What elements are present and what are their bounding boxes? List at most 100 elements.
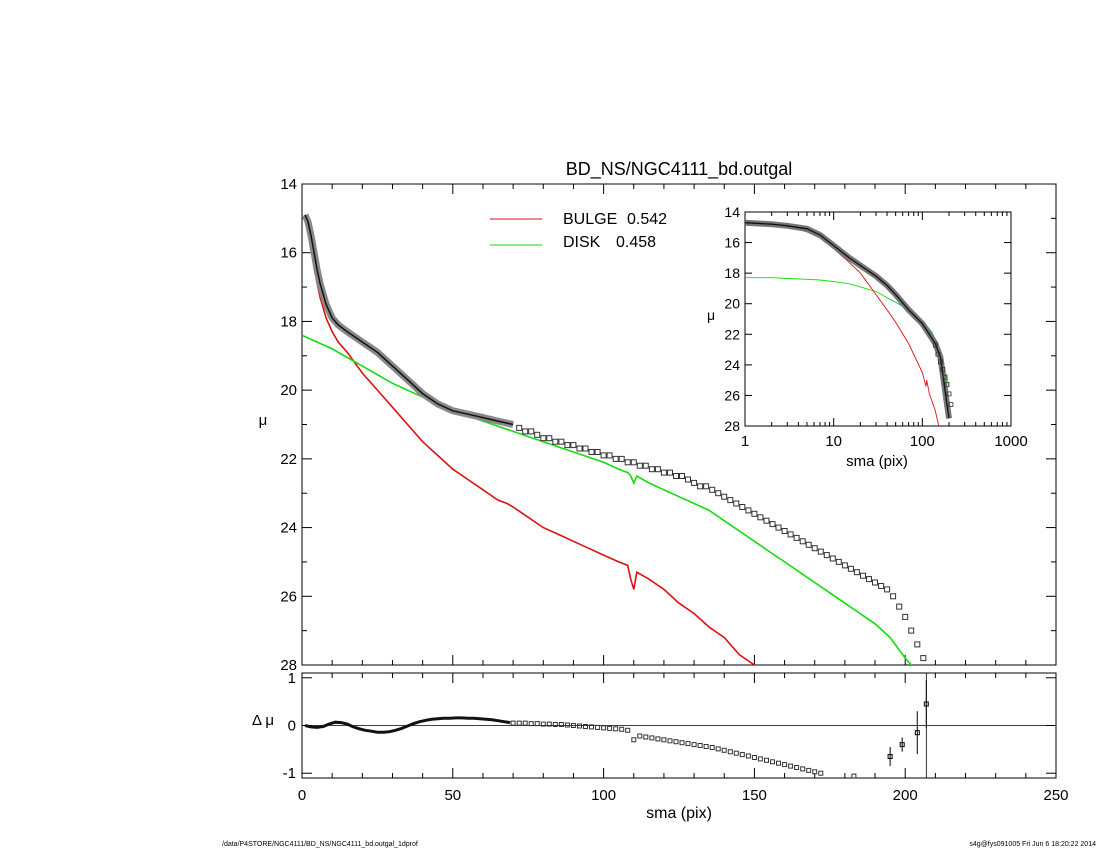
main-data-point: [570, 442, 577, 449]
inset-data-point: [935, 351, 941, 357]
residual-point: [552, 722, 558, 727]
main-data-point: [697, 483, 704, 490]
x-tick-label: 250: [1043, 787, 1068, 804]
residual-point: [516, 720, 522, 726]
main-data-point: [540, 435, 547, 442]
main-data-point: [727, 497, 734, 504]
residual-point: [776, 760, 781, 766]
main-data-point: [775, 524, 782, 531]
residual-point: [764, 757, 769, 763]
main-data-point: [648, 466, 655, 473]
main-data-point: [546, 435, 553, 442]
main-data-point: [558, 438, 565, 445]
residual-point: [613, 726, 619, 732]
residual-point: [800, 766, 806, 772]
residual-point: [510, 720, 516, 726]
legend-bulge-label: BULGE: [563, 211, 617, 228]
main-data-point: [757, 514, 764, 521]
main-y-tick-label: 22: [280, 451, 297, 468]
inset-x-tick-label: 100: [910, 433, 935, 450]
main-data-point: [878, 583, 885, 589]
main-data-point: [884, 586, 891, 593]
inset-x-tick-label: 1: [741, 433, 749, 450]
main-total-band: [302, 213, 514, 428]
main-data-point: [679, 473, 685, 479]
residual-point: [589, 724, 594, 730]
residual-point: [522, 720, 528, 726]
residual-point: [751, 755, 757, 760]
inset-data-point: [948, 402, 954, 408]
residual-y-axis-label: Δ μ: [252, 712, 274, 729]
main-data-point: [703, 483, 710, 490]
residual-point: [661, 737, 667, 743]
inset-data-point: [940, 366, 946, 372]
inset-plot-frame: [744, 211, 1012, 427]
residual-point: [570, 723, 576, 728]
residual-point: [619, 726, 625, 732]
inset-data-point: [944, 382, 950, 388]
legend-disk-value: 0.458: [616, 234, 656, 251]
inset-y-tick-label: 18: [724, 265, 740, 281]
main-data-point: [781, 528, 788, 534]
residual-point: [625, 727, 631, 733]
residual-point: [679, 740, 685, 746]
inset-series-group: [745, 219, 954, 426]
residual-point: [745, 753, 751, 759]
main-y-tick-label: 28: [280, 657, 297, 674]
inset-x-tick-label: 1000: [994, 433, 1027, 450]
main-y-tick-label: 26: [280, 588, 297, 605]
residual-point: [685, 741, 691, 747]
residual-point: [564, 722, 570, 728]
residual-point: [709, 745, 715, 750]
main-data-point: [685, 476, 691, 483]
x-tick-label: 50: [444, 787, 461, 804]
main-data-point: [847, 565, 854, 572]
residual-point: [637, 733, 643, 739]
residual-error-point: [923, 701, 929, 707]
residual-point: [583, 724, 588, 729]
inset-x-tick-label: 10: [825, 433, 842, 450]
x-tick-label: 200: [893, 787, 918, 804]
residual-error-point: [914, 730, 920, 736]
main-data-point: [902, 613, 909, 620]
residual-point: [643, 734, 649, 740]
residual-point: [806, 767, 812, 773]
inset-data-point: [942, 374, 948, 380]
main-data-point: [606, 452, 613, 459]
x-tick-label: 150: [742, 787, 767, 804]
main-data-point: [805, 541, 812, 548]
main-data-point: [516, 424, 523, 431]
residual-error-point: [899, 742, 905, 748]
inset-y-tick-label: 20: [724, 296, 740, 312]
main-data-point: [841, 562, 848, 569]
residual-point: [851, 773, 857, 779]
main-data-point: [612, 455, 619, 462]
inset-y-tick-label: 26: [724, 387, 740, 403]
residual-point: [697, 743, 703, 748]
main-data-point: [733, 500, 740, 507]
main-y-tick-label: 24: [280, 520, 297, 537]
main-data-point: [835, 558, 842, 565]
residual-point: [715, 746, 721, 752]
x-axis-label: sma (pix): [646, 805, 712, 822]
main-data-point: [582, 445, 589, 452]
x-tick-label: 0: [298, 787, 306, 804]
main-data-point: [576, 445, 583, 452]
main-data-point: [642, 462, 649, 469]
residual-point: [757, 756, 763, 762]
residual-point: [788, 763, 794, 769]
main-data-point: [751, 510, 758, 517]
inset-y-axis-label: μ: [707, 307, 715, 323]
main-data-point: [709, 486, 716, 493]
main-data-point: [673, 473, 679, 479]
inset-log-plot: 1 10 100 1000 14 16 18 20 22 24 26 28 sma (pix) μ: [707, 204, 1028, 470]
x-tick-label: 100: [591, 787, 616, 804]
residual-y-tick-label: 1: [288, 670, 296, 687]
inset-y-tick-label: 28: [724, 418, 740, 434]
residual-point: [558, 722, 564, 727]
footer-timestamp: s4g@fys091005 Fri Jun 6 18:20:22 2014: [969, 841, 1096, 848]
residual-point: [534, 721, 540, 727]
main-data-point: [763, 517, 770, 524]
residual-point: [703, 744, 709, 749]
